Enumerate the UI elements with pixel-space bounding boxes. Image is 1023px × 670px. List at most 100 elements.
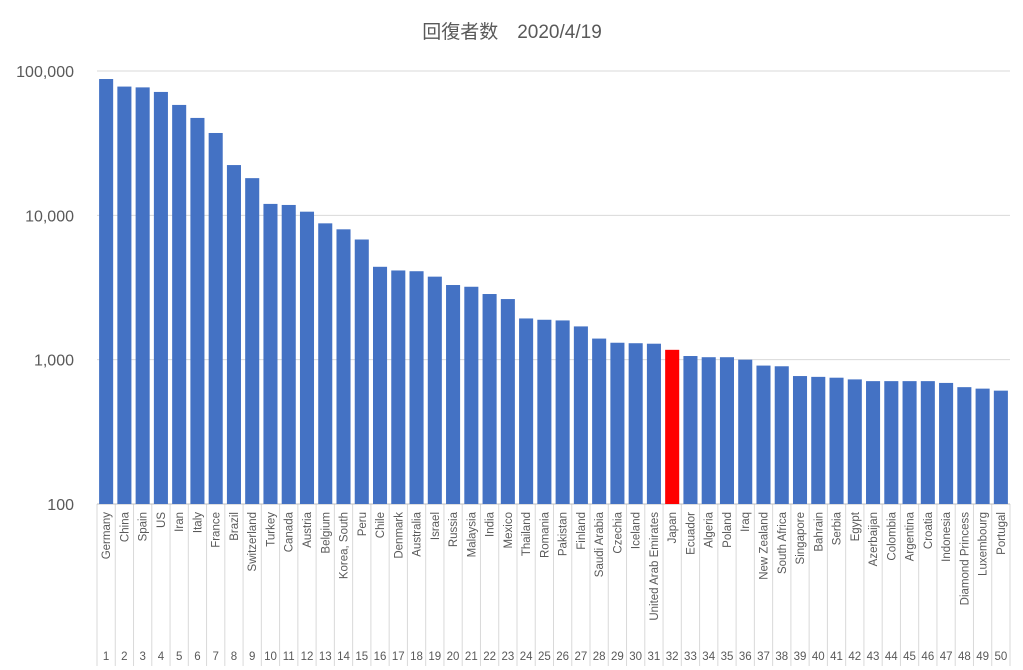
x-rank-label: 25 [538, 651, 551, 663]
x-rank-label: 45 [903, 651, 916, 663]
x-rank-label: 2 [121, 651, 127, 663]
y-tick-label: 10,000 [25, 208, 74, 225]
x-rank-label: 49 [976, 651, 989, 663]
x-rank-label: 16 [374, 651, 387, 663]
bar-iran [172, 104, 187, 505]
bar-diamond-princess [957, 387, 972, 504]
x-rank-label: 23 [501, 651, 514, 663]
bar-bahrain [811, 376, 826, 504]
x-category-label: Spain [138, 512, 150, 541]
bar-argentina [902, 381, 917, 504]
x-rank-label: 14 [337, 651, 350, 663]
x-rank-label: 47 [940, 651, 953, 663]
x-rank-label: 9 [249, 651, 255, 663]
x-rank-label: 37 [757, 651, 770, 663]
bar-russia [446, 285, 461, 504]
x-rank-label: 30 [629, 651, 642, 663]
x-category-label: Chile [375, 512, 387, 538]
chart-title: 回復者数 2020/4/19 [422, 21, 602, 43]
x-category-label: South Africa [777, 511, 789, 574]
x-category-label: Croatia [923, 511, 935, 549]
bar-italy [190, 117, 205, 504]
x-category-label: Azerbaijan [868, 512, 880, 566]
x-rank-label: 11 [283, 651, 295, 663]
y-tick-label: 1,000 [34, 353, 74, 370]
x-category-label: Germany [101, 512, 113, 560]
x-category-label: US [156, 512, 168, 528]
x-category-label: Indonesia [941, 511, 953, 561]
bar-singapore [792, 376, 808, 504]
bar-new-zealand [756, 365, 771, 504]
x-category-label: Thailand [521, 512, 533, 556]
x-category-label: Canada [284, 511, 296, 552]
x-rank-label: 18 [410, 651, 423, 663]
bar-spain [135, 87, 150, 504]
bar-colombia [884, 381, 899, 504]
x-category-label: France [211, 512, 223, 548]
bar-china [117, 86, 132, 505]
x-category-label: Diamond Princess [959, 512, 971, 606]
bar-switzerland [245, 178, 260, 504]
bar-japan [665, 349, 680, 504]
x-rank-label: 7 [212, 651, 218, 663]
x-rank-label: 26 [556, 651, 569, 663]
x-rank-label: 40 [812, 651, 825, 663]
x-rank-label: 43 [867, 651, 880, 663]
bar-iceland [628, 343, 643, 504]
x-category-label: Argentina [905, 511, 917, 561]
bar-denmark [391, 270, 406, 504]
x-rank-label: 31 [648, 651, 661, 663]
x-category-label: Iran [174, 512, 186, 532]
x-category-label: Korea, South [339, 512, 351, 579]
bar-us [153, 91, 168, 504]
x-rank-label: 4 [158, 651, 165, 663]
bar-united-arab-emirates [646, 343, 661, 504]
bar-mexico [500, 299, 515, 504]
x-category-label: Saudi Arabia [594, 511, 606, 577]
x-rank-label: 36 [739, 651, 752, 663]
x-category-label: Mexico [503, 512, 515, 548]
x-category-label: Luxembourg [978, 512, 990, 576]
x-category-label: Japan [667, 512, 679, 543]
bar-indonesia [939, 382, 954, 504]
x-category-label: Malaysia [466, 511, 478, 557]
x-category-label: India [485, 511, 497, 537]
x-category-label: Portugal [996, 512, 1008, 555]
x-rank-label: 10 [264, 651, 277, 663]
x-category-label: Brazil [229, 512, 241, 541]
x-category-label: Peru [357, 512, 369, 536]
x-category-label: Austria [302, 511, 314, 547]
x-rank-label: 41 [830, 651, 843, 663]
bar-portugal [993, 390, 1008, 504]
x-category-label: United Arab Emirates [649, 512, 661, 621]
x-rank-label: 44 [885, 651, 898, 663]
x-category-label: Australia [412, 511, 424, 556]
bar-finland [573, 326, 588, 504]
x-category-label: Romania [539, 511, 551, 558]
bar-iraq [738, 359, 753, 504]
x-category-label: Switzerland [247, 512, 259, 571]
x-rank-label: 15 [355, 651, 368, 663]
bar-romania [537, 319, 552, 504]
x-rank-label: 20 [447, 651, 460, 663]
x-rank-label: 24 [520, 651, 533, 663]
x-rank-label: 22 [483, 651, 496, 663]
x-rank-label: 6 [194, 651, 200, 663]
bar-chile [372, 266, 388, 504]
bar-ecuador [683, 356, 698, 504]
x-category-label: Turkey [265, 512, 277, 547]
y-tick-label: 100 [47, 497, 74, 514]
x-rank-label: 13 [319, 651, 332, 663]
bar-luxembourg [975, 388, 990, 504]
bar-france [208, 132, 223, 504]
bar-algeria [701, 357, 716, 504]
bar-south-africa [774, 366, 789, 504]
bar-malaysia [464, 286, 479, 504]
bar-azerbaijan [866, 381, 881, 504]
y-tick-label: 100,000 [16, 64, 74, 81]
x-category-label: Italy [192, 512, 204, 533]
bar-brazil [226, 165, 241, 504]
x-rank-label: 5 [176, 651, 182, 663]
x-category-label: Russia [448, 511, 460, 547]
